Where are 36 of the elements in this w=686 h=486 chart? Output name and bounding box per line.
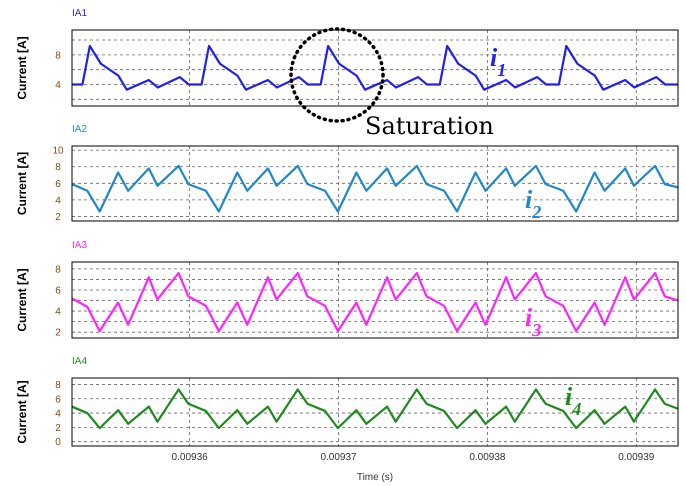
line-series — [72, 388, 678, 430]
y-tick-label: 6 — [55, 178, 62, 190]
series-label: i$_{1}$ — [490, 43, 506, 80]
y-tick-label: 2 — [55, 328, 62, 339]
x-tick-label: 0.00937 — [320, 452, 358, 463]
y-tick-label: 4 — [55, 195, 62, 206]
y-tick-label: 8 — [55, 380, 62, 391]
chart-title: IA2 — [72, 124, 88, 135]
series-label: i$_{4}$ — [565, 382, 582, 419]
chart-title: IA4 — [72, 356, 88, 367]
x-tick-label: 0.00939 — [618, 452, 655, 463]
y-axis-title: Current [A] — [15, 268, 29, 332]
chart-title: IA3 — [72, 240, 88, 251]
series-label: i$_{3}$ — [525, 303, 542, 340]
y-tick-label: 8 — [55, 50, 62, 62]
y-axis-title: Current [A] — [15, 36, 29, 100]
x-tick-label: 0.00938 — [469, 452, 506, 463]
y-tick-label: 4 — [55, 306, 62, 318]
y-tick-label: 2 — [55, 212, 62, 223]
y-tick-label: 0 — [55, 437, 62, 448]
y-tick-label: 4 — [55, 80, 62, 91]
y-axis-title: Current [A] — [15, 152, 29, 216]
series-label: i$_{2}$ — [525, 185, 542, 222]
y-tick-label: 6 — [55, 285, 62, 296]
y-tick-label: 10 — [52, 146, 64, 157]
y-tick-label: 8 — [55, 162, 62, 174]
x-tick-label: 0.00936 — [172, 452, 208, 463]
y-tick-label: 8 — [55, 264, 62, 276]
line-series — [72, 44, 678, 91]
chart-title: IA1 — [72, 8, 88, 19]
text: Saturation — [365, 112, 494, 140]
y-axis-title: Current [A] — [15, 380, 29, 444]
y-tick-label: 2 — [55, 422, 62, 434]
y-tick-label: 4 — [55, 408, 62, 420]
y-tick-label: 6 — [55, 394, 62, 406]
x-axis-title: Time (s) — [356, 472, 394, 483]
